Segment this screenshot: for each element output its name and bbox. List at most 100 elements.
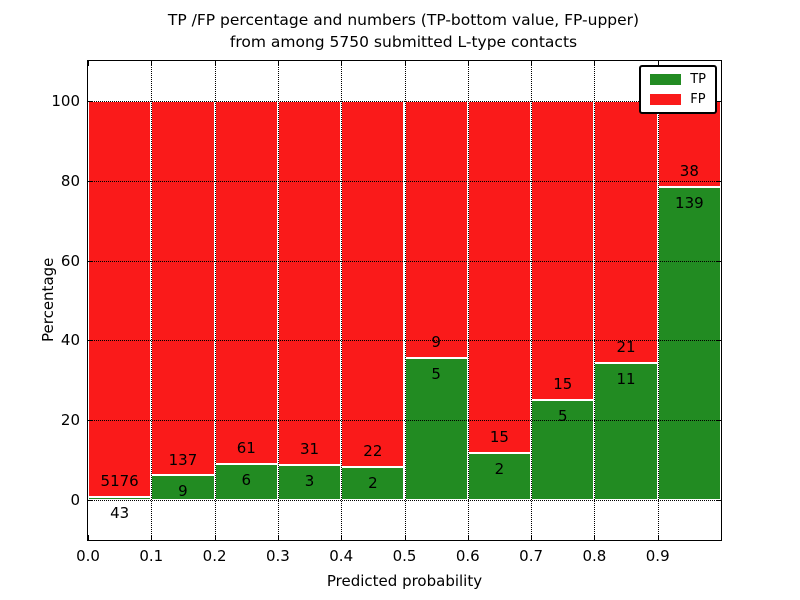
y-tick-label: 20 [60, 411, 80, 430]
x-tick-label: 0.0 [76, 547, 100, 565]
bar-segment-tp [214, 464, 278, 501]
y-tick-label: 80 [60, 171, 80, 190]
bar-count-label-fp: 31 [300, 439, 320, 458]
y-tick-left [88, 500, 93, 502]
y-tick-label: 60 [60, 251, 80, 270]
y-tick-left [88, 420, 93, 422]
bar-count-label-tp: 9 [178, 482, 188, 501]
x-tick-label: 0.9 [645, 547, 670, 565]
bar-segment-tp [404, 357, 468, 501]
x-tick-bottom [88, 535, 89, 540]
y-tick-label: 40 [60, 331, 80, 350]
bar-segment-fp [467, 100, 532, 454]
x-tick-label: 0.4 [329, 547, 354, 565]
y-tick-right [716, 420, 721, 422]
chart-title-line1: TP /FP percentage and numbers (TP-bottom… [167, 11, 640, 29]
x-tick-label: 0.7 [519, 547, 544, 565]
y-tick-left [88, 340, 93, 342]
chart-title-line2: from among 5750 submitted L-type contact… [229, 33, 578, 51]
legend-swatch-fp [650, 94, 682, 105]
bar-segment-fp [341, 100, 405, 467]
bar-segment-tp [594, 362, 658, 501]
y-axis-label: Percentage [39, 257, 57, 342]
x-tick-top [341, 61, 343, 66]
bar-count-label-tp: 139 [675, 193, 704, 212]
x-tick-label: 0.3 [265, 547, 290, 565]
bar-segment-fp [594, 100, 658, 363]
x-tick-top [404, 61, 406, 66]
legend-swatch-tp [650, 74, 682, 85]
gridline-vertical [214, 61, 216, 540]
x-tick-top [594, 61, 596, 66]
y-tick-right [716, 260, 721, 262]
x-tick-top [657, 61, 659, 66]
plot-area: TP FP Predicted probability 5176 43 137 9 61… [51, 60, 722, 590]
bar-segment-fp [404, 100, 468, 358]
legend-entry-tp: TP [650, 73, 706, 86]
y-tick-label: 100 [51, 91, 80, 110]
x-tick-label: 0.2 [202, 547, 227, 565]
y-tick-right [716, 340, 721, 342]
x-tick-bottom [467, 535, 469, 540]
x-tick-top [467, 61, 469, 66]
bar-count-label-fp: 22 [363, 441, 383, 460]
y-tick-right [716, 500, 721, 502]
bar-count-label-tp: 6 [241, 471, 252, 490]
bar-count-label-tp: 2 [494, 460, 505, 479]
x-tick-bottom [531, 535, 533, 540]
x-tick-bottom [594, 535, 596, 540]
y-tick-left [88, 180, 93, 182]
gridline-vertical [531, 61, 533, 540]
bar-count-label-fp: 15 [489, 428, 509, 447]
bar-count-label-fp: 21 [616, 337, 636, 356]
bar-count-label-tp: 11 [616, 369, 636, 388]
bar-count-label-tp: 3 [304, 471, 315, 490]
bar-segment-tp [467, 453, 532, 501]
bar-segment-tp [531, 400, 595, 501]
gridline-vertical [594, 61, 596, 540]
x-tick-label: 0.8 [582, 547, 607, 565]
y-tick-right [716, 180, 721, 182]
x-tick-top [214, 61, 216, 66]
gridline-vertical [151, 61, 153, 540]
y-tick-right [716, 100, 721, 102]
bar-segment-tp [277, 464, 342, 501]
y-tick-left [88, 260, 93, 262]
bar-segment-fp [277, 100, 342, 465]
bar-count-label-tp: 5 [557, 407, 568, 426]
x-tick-top [88, 61, 89, 66]
bar-count-label-fp: 137 [168, 450, 198, 469]
x-tick-bottom [657, 535, 659, 540]
chart-title: TP /FP percentage and numbers (TP-bottom… [87, 9, 720, 53]
x-tick-bottom [277, 535, 279, 540]
x-tick-label: 0.1 [139, 547, 164, 565]
gridline-vertical [657, 61, 659, 540]
legend-label-tp: TP [690, 72, 706, 87]
bar-segment-fp [88, 100, 152, 497]
x-tick-label: 0.6 [455, 547, 480, 565]
bar-segment-tp [151, 475, 215, 501]
x-tick-bottom [214, 535, 216, 540]
gridline-vertical [467, 61, 469, 540]
x-tick-bottom [404, 535, 406, 540]
x-tick-bottom [341, 535, 343, 540]
x-tick-top [151, 61, 153, 66]
x-tick-top [277, 61, 279, 66]
legend: TP FP [639, 65, 717, 114]
bar-count-label-tp: 2 [368, 473, 378, 492]
bar-segment-tp [88, 496, 152, 501]
bar-count-label-fp: 15 [553, 375, 573, 394]
x-tick-label: 0.5 [392, 547, 417, 565]
bar-segment-fp [531, 100, 595, 401]
bar-count-label-tp: 43 [110, 503, 130, 522]
bar-segment-tp [657, 186, 721, 501]
bar-count-label-tp: 5 [431, 364, 441, 383]
x-tick-top [531, 61, 533, 66]
bar-count-label-fp: 61 [236, 439, 256, 458]
gridline-vertical [341, 61, 343, 540]
bar-count-label-fp: 38 [679, 161, 699, 180]
bar-count-label-fp: 5176 [100, 471, 139, 490]
y-tick-left [88, 100, 93, 102]
bar-segment-fp [214, 100, 278, 465]
